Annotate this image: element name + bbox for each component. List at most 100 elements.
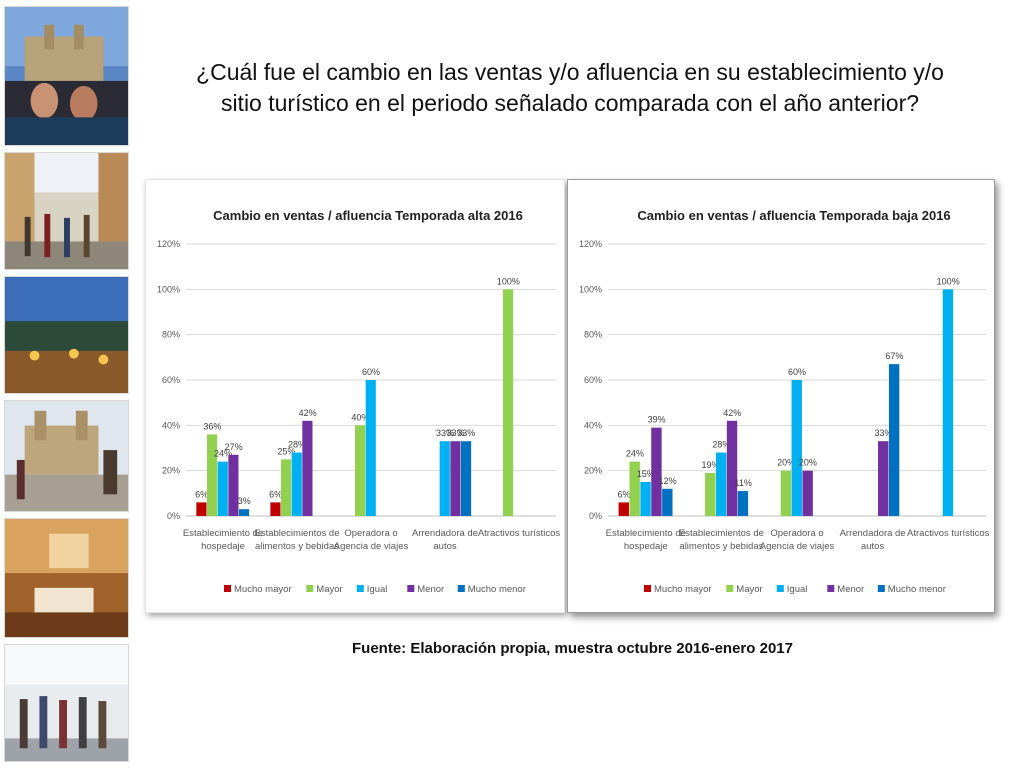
data-label: 40% [351,412,369,422]
data-label: 33% [457,428,475,438]
bar [217,461,228,516]
bar [228,454,239,516]
bar [737,491,749,516]
bar [888,364,900,516]
legend-label: Mucho mayor [654,584,712,595]
legend-swatch [457,585,465,592]
photo-cathedral-pool [4,6,129,146]
photo-church-plaza [4,400,129,512]
bar [629,461,640,516]
chart-title: Cambio en ventas / afluencia Temporada a… [213,208,523,223]
y-tick-label: 0% [167,511,180,521]
bar [640,482,651,516]
bar [281,459,292,516]
y-tick-label: 20% [584,466,602,476]
y-tick-label: 120% [157,239,180,249]
category-label: Operadora o [344,528,397,539]
data-label: 6% [618,489,631,499]
legend-swatch [306,585,314,592]
data-label: 20% [777,458,795,468]
y-tick-label: 20% [162,466,180,476]
y-tick-label: 80% [162,330,180,340]
data-label: 20% [799,458,817,468]
source-caption: Fuente: Elaboración propia, muestra octu… [352,640,793,657]
photo-night-terrace [4,276,129,394]
data-label: 15% [637,469,655,479]
data-label: 27% [225,442,243,452]
data-label: 42% [723,408,741,418]
category-label: Atractivos turísticos [907,528,990,539]
data-label: 28% [712,440,730,450]
chart-panel-temporada-alta: Cambio en ventas / afluencia Temporada a… [145,179,565,613]
category-label: hospedaje [624,541,668,552]
bar [662,488,673,516]
category-label: Establecimientos de [254,528,339,539]
bar [503,289,514,516]
data-label: 25% [277,446,295,456]
category-label: hospedaje [201,541,245,552]
legend-swatch [726,585,734,592]
bar [207,434,218,516]
chart-temporada-alta: Cambio en ventas / afluencia Temporada a… [157,208,561,595]
data-label: 28% [288,440,306,450]
bar [460,441,472,516]
category-label: alimentos y bebidas [255,541,339,552]
data-label: 6% [269,489,282,499]
bar [715,452,727,516]
y-tick-label: 120% [579,239,602,249]
photo-street-crowd [4,152,129,270]
category-label: Arrendadora de [412,528,478,539]
category-label: autos [861,541,884,552]
data-label: 42% [299,408,317,418]
chart-temporada-baja: Cambio en ventas / afluencia Temporada b… [579,208,990,595]
category-label: Agencia de viajes [334,541,409,552]
data-label: 11% [734,478,751,488]
legend-swatch [776,585,784,592]
legend-swatch [644,585,651,592]
chart-panel-temporada-baja: Cambio en ventas / afluencia Temporada b… [567,179,995,613]
y-tick-label: 100% [579,284,602,294]
bar [651,427,662,516]
photo-hotel-room [4,518,129,638]
legend-label: Mucho menor [888,584,946,595]
category-label: autos [433,541,456,552]
legend-label: Mucho mayor [234,584,292,595]
data-label: 6% [195,489,208,499]
bar [791,380,802,516]
legend-label: Mayor [316,584,342,595]
slide-title-line-2: sitio turístico en el periodo señalado c… [220,90,920,116]
bar [726,420,738,516]
data-label: 33% [436,428,454,438]
y-tick-label: 40% [584,420,602,430]
photo-strip [0,0,134,768]
y-tick-label: 60% [584,375,602,385]
legend-label: Menor [417,584,444,595]
data-label: 33% [447,428,465,438]
legend-label: Mucho menor [468,584,526,595]
legend-label: Mayor [736,584,762,595]
bar [705,472,716,516]
bar [355,425,366,516]
y-tick-label: 60% [162,375,180,385]
legend-swatch [224,585,231,592]
data-label: 36% [203,421,221,431]
bar [878,441,889,516]
bar [365,380,376,516]
bar [618,502,629,516]
slide-title: ¿Cuál fue el cambio en las ventas y/o af… [150,57,990,119]
bar [802,470,813,516]
bar [270,502,281,516]
legend-label: Igual [787,584,808,595]
y-tick-label: 0% [589,511,602,521]
bar [302,420,313,516]
y-tick-label: 100% [157,284,180,294]
category-label: Arrendadora de [840,528,906,539]
legend-swatch [356,585,364,592]
bar [450,441,461,516]
data-label: 100% [937,276,960,286]
category-label: Atractivos turísticos [478,528,561,539]
bar [942,289,954,516]
bar [238,509,250,516]
bar [439,441,450,516]
category-label: Establecimiento de [183,528,263,539]
